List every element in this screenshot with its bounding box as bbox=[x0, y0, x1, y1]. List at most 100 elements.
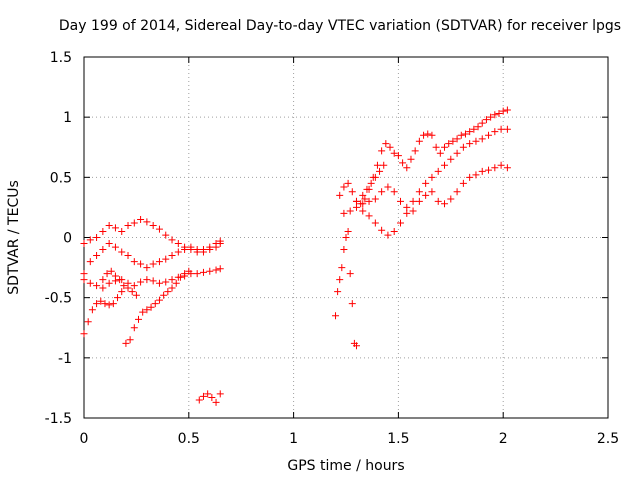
data-point bbox=[130, 282, 138, 290]
data-point bbox=[503, 106, 511, 114]
data-point bbox=[80, 240, 88, 248]
data-point bbox=[424, 130, 432, 138]
data-point bbox=[409, 197, 417, 205]
data-point bbox=[149, 260, 157, 268]
data-point bbox=[199, 392, 207, 400]
data-point bbox=[187, 243, 195, 251]
data-point bbox=[155, 279, 163, 287]
data-point bbox=[470, 125, 478, 133]
data-point bbox=[212, 398, 220, 406]
data-point bbox=[99, 246, 107, 254]
data-point bbox=[487, 113, 495, 121]
data-point bbox=[474, 123, 482, 131]
data-point bbox=[422, 179, 430, 187]
y-tick-label: -1 bbox=[58, 351, 72, 367]
data-point bbox=[181, 270, 189, 278]
series-track-f bbox=[99, 267, 140, 299]
grid-lines bbox=[84, 57, 608, 418]
data-point bbox=[457, 131, 465, 139]
data-point bbox=[155, 296, 163, 304]
data-point bbox=[105, 279, 113, 287]
data-point bbox=[172, 279, 180, 287]
data-point bbox=[143, 306, 151, 314]
data-point bbox=[336, 191, 344, 199]
data-point bbox=[367, 179, 375, 187]
data-point bbox=[415, 137, 423, 145]
data-point bbox=[384, 183, 392, 191]
data-point bbox=[371, 173, 379, 181]
data-point bbox=[371, 219, 379, 227]
data-point bbox=[499, 107, 507, 115]
data-point bbox=[340, 209, 348, 217]
data-point bbox=[497, 161, 505, 169]
data-point bbox=[99, 276, 107, 284]
data-point bbox=[212, 266, 220, 274]
data-point bbox=[466, 128, 474, 136]
series-track-e bbox=[122, 267, 193, 347]
data-point bbox=[485, 131, 493, 139]
data-point bbox=[447, 155, 455, 163]
data-point bbox=[128, 288, 136, 296]
data-point bbox=[428, 173, 436, 181]
data-point bbox=[118, 288, 126, 296]
data-point bbox=[485, 166, 493, 174]
data-point bbox=[340, 183, 348, 191]
data-point bbox=[199, 248, 207, 256]
data-point bbox=[105, 301, 113, 309]
data-point bbox=[491, 164, 499, 172]
data-point bbox=[478, 135, 486, 143]
data-point bbox=[206, 267, 214, 275]
data-point bbox=[359, 207, 367, 215]
series-track-l bbox=[359, 161, 388, 199]
data-point bbox=[394, 152, 402, 160]
data-point bbox=[441, 143, 449, 151]
data-point bbox=[124, 284, 132, 292]
data-point bbox=[352, 342, 360, 350]
data-point bbox=[168, 276, 176, 284]
data-point bbox=[130, 324, 138, 332]
axis-ticks: 0 0.5 1 1.5 2 2.5 -1.5 -1 -0.5 0 0.5 1 1.5 bbox=[45, 50, 619, 447]
data-point bbox=[420, 131, 428, 139]
data-point bbox=[373, 161, 381, 169]
series-track-i bbox=[336, 106, 511, 208]
data-point bbox=[162, 278, 170, 286]
data-point bbox=[103, 270, 111, 278]
data-point bbox=[124, 221, 132, 229]
data-point bbox=[348, 300, 356, 308]
data-point bbox=[472, 171, 480, 179]
data-point bbox=[137, 278, 145, 286]
data-point bbox=[88, 306, 96, 314]
data-point bbox=[390, 188, 398, 196]
data-point bbox=[168, 236, 176, 244]
data-point bbox=[147, 303, 155, 311]
data-point bbox=[149, 277, 157, 285]
data-point bbox=[97, 297, 105, 305]
data-point bbox=[411, 147, 419, 155]
data-point bbox=[174, 240, 182, 248]
data-point bbox=[208, 394, 216, 402]
data-point bbox=[348, 188, 356, 196]
data-point bbox=[168, 284, 176, 292]
data-point bbox=[344, 179, 352, 187]
data-point bbox=[415, 188, 423, 196]
data-point bbox=[114, 294, 122, 302]
series-track-c bbox=[80, 265, 224, 292]
data-point bbox=[111, 224, 119, 232]
data-point bbox=[116, 276, 124, 284]
data-point bbox=[453, 188, 461, 196]
data-point bbox=[459, 143, 467, 151]
data-point bbox=[109, 300, 117, 308]
data-point bbox=[403, 209, 411, 217]
data-point bbox=[332, 312, 340, 320]
data-point bbox=[206, 246, 214, 254]
data-point bbox=[449, 137, 457, 145]
y-tick-label: 0.5 bbox=[50, 170, 72, 186]
data-point bbox=[216, 390, 224, 398]
data-point bbox=[162, 255, 170, 263]
data-point bbox=[204, 390, 212, 398]
data-point bbox=[352, 203, 360, 211]
data-point bbox=[143, 276, 151, 284]
data-point bbox=[390, 149, 398, 157]
data-point bbox=[137, 260, 145, 268]
data-point bbox=[99, 227, 107, 235]
